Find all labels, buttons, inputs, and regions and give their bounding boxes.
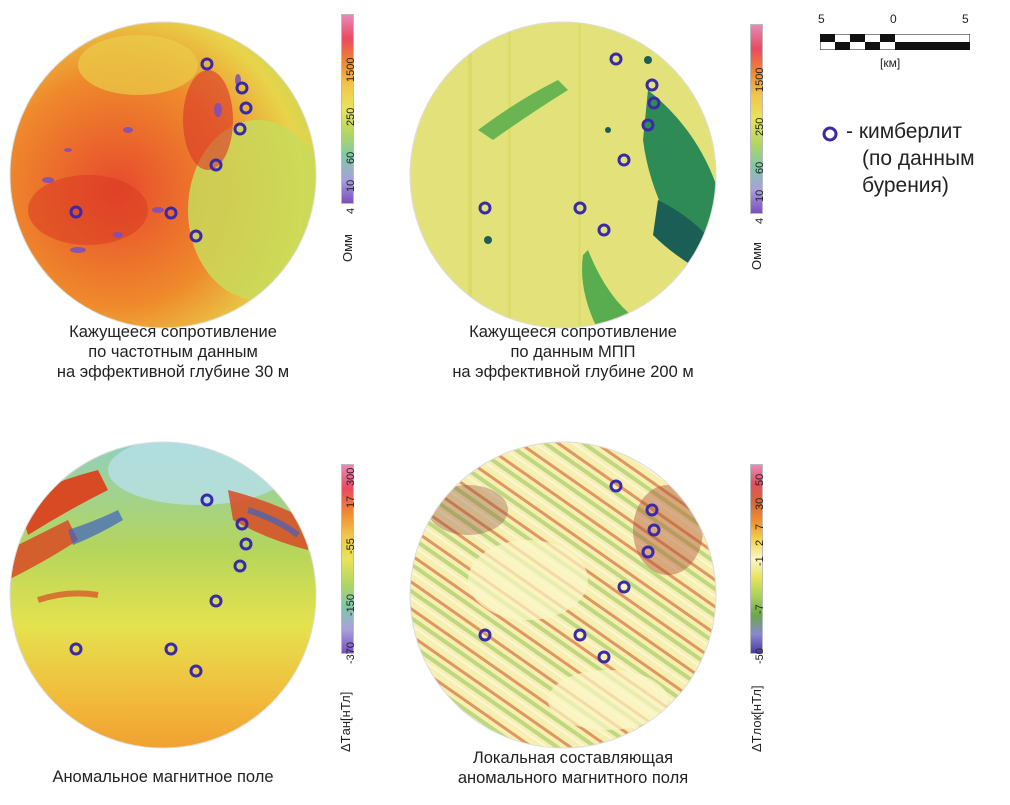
- kimberlite-marker: [573, 201, 587, 215]
- kimberlite-marker: [235, 517, 249, 531]
- colorbar-tick: 1500: [754, 67, 766, 92]
- colorbar-tick: -370: [345, 641, 357, 664]
- colorbar-tick: -50: [754, 648, 766, 664]
- colorbar-tick: 10: [754, 189, 766, 202]
- kimberlite-marker: [189, 229, 203, 243]
- scale-bar: 5 0 5 [км]: [818, 12, 978, 82]
- kimberlite-marker: [478, 628, 492, 642]
- kimberlite-marker: [209, 158, 223, 172]
- scale-label: 5: [818, 12, 825, 26]
- kimberlite-marker: [69, 642, 83, 656]
- colorbar-tick: 60: [345, 151, 357, 164]
- kimberlite-marker: [573, 628, 587, 642]
- kimberlite-marker: [609, 52, 623, 66]
- kimberlite-marker: [209, 594, 223, 608]
- colorbar-tick: 60: [754, 161, 766, 174]
- colorbar-tick: 7: [754, 523, 766, 530]
- colorbar-unit: ΔTлок[нТл]: [749, 685, 764, 752]
- kimberlite-marker: [233, 559, 247, 573]
- map-resistivity-30m: [9, 21, 317, 329]
- kimberlite-marker: [69, 205, 83, 219]
- colorbar-tick: -7: [754, 604, 766, 614]
- colorbar-unit: Омм: [340, 234, 355, 262]
- colorbar-tick: 4: [345, 207, 357, 214]
- kimberlite-marker: [641, 545, 655, 559]
- colorbar-tick: 10: [345, 179, 357, 192]
- kimberlite-marker: [647, 523, 661, 537]
- scale-unit: [км]: [880, 56, 901, 70]
- kimberlite-marker: [235, 81, 249, 95]
- kimberlite-marker: [200, 57, 214, 71]
- legend: - кимберлит (по данным бурения): [846, 118, 975, 199]
- scale-bar-graphic: [820, 34, 970, 50]
- kimberlite-marker: [478, 201, 492, 215]
- legend-line: бурения): [862, 174, 949, 197]
- caption-resistivity-30m: Кажущееся сопротивление по частотным дан…: [56, 323, 290, 381]
- colorbar-tick: 4: [754, 217, 766, 224]
- colorbar-unit: ΔTан[нТл]: [338, 691, 353, 752]
- kimberlite-marker: [645, 503, 659, 517]
- map-local-magnetic: [409, 441, 717, 749]
- legend-line: (по данным: [862, 147, 975, 170]
- scale-label: 0: [890, 12, 897, 26]
- kimberlite-marker: [647, 96, 661, 110]
- kimberlite-marker: [617, 153, 631, 167]
- colorbar-tick: -55: [345, 538, 357, 554]
- colorbar-tick: 1500: [345, 57, 357, 82]
- scale-label: 5: [962, 12, 969, 26]
- colorbar-tick: 2: [754, 539, 766, 546]
- kimberlite-marker: [164, 206, 178, 220]
- kimberlite-marker: [641, 118, 655, 132]
- legend-symbol-label: - кимберлит: [846, 120, 962, 143]
- colorbar-tick: 30: [754, 497, 766, 510]
- caption-resistivity-200m: Кажущееся сопротивление по данным МПП на…: [452, 323, 694, 381]
- colorbar-tick: 50: [754, 473, 766, 486]
- colorbar-tick: 300: [345, 467, 357, 486]
- caption-anomalous-magnetic: Аномальное магнитное поле: [52, 768, 274, 786]
- colorbar-tick: 250: [345, 107, 357, 126]
- kimberlite-marker: [617, 580, 631, 594]
- map-resistivity-200m: [409, 21, 717, 329]
- colorbar-tick: -150: [345, 593, 357, 616]
- colorbar-tick: 17: [345, 495, 357, 508]
- kimberlite-legend-icon: [822, 126, 838, 142]
- kimberlite-marker: [597, 650, 611, 664]
- kimberlite-marker: [233, 122, 247, 136]
- kimberlite-marker: [200, 493, 214, 507]
- kimberlite-marker: [239, 537, 253, 551]
- colorbar-unit: Омм: [749, 242, 764, 270]
- kimberlite-marker: [597, 223, 611, 237]
- kimberlite-marker: [189, 664, 203, 678]
- map-anomalous-magnetic: [9, 441, 317, 749]
- colorbar-tick: 250: [754, 117, 766, 136]
- kimberlite-marker: [239, 101, 253, 115]
- colorbar-tick: -1: [754, 556, 766, 566]
- caption-local-magnetic: Локальная составляющая аномального магни…: [457, 749, 689, 787]
- kimberlite-marker: [164, 642, 178, 656]
- kimberlite-marker: [645, 78, 659, 92]
- kimberlite-marker: [609, 479, 623, 493]
